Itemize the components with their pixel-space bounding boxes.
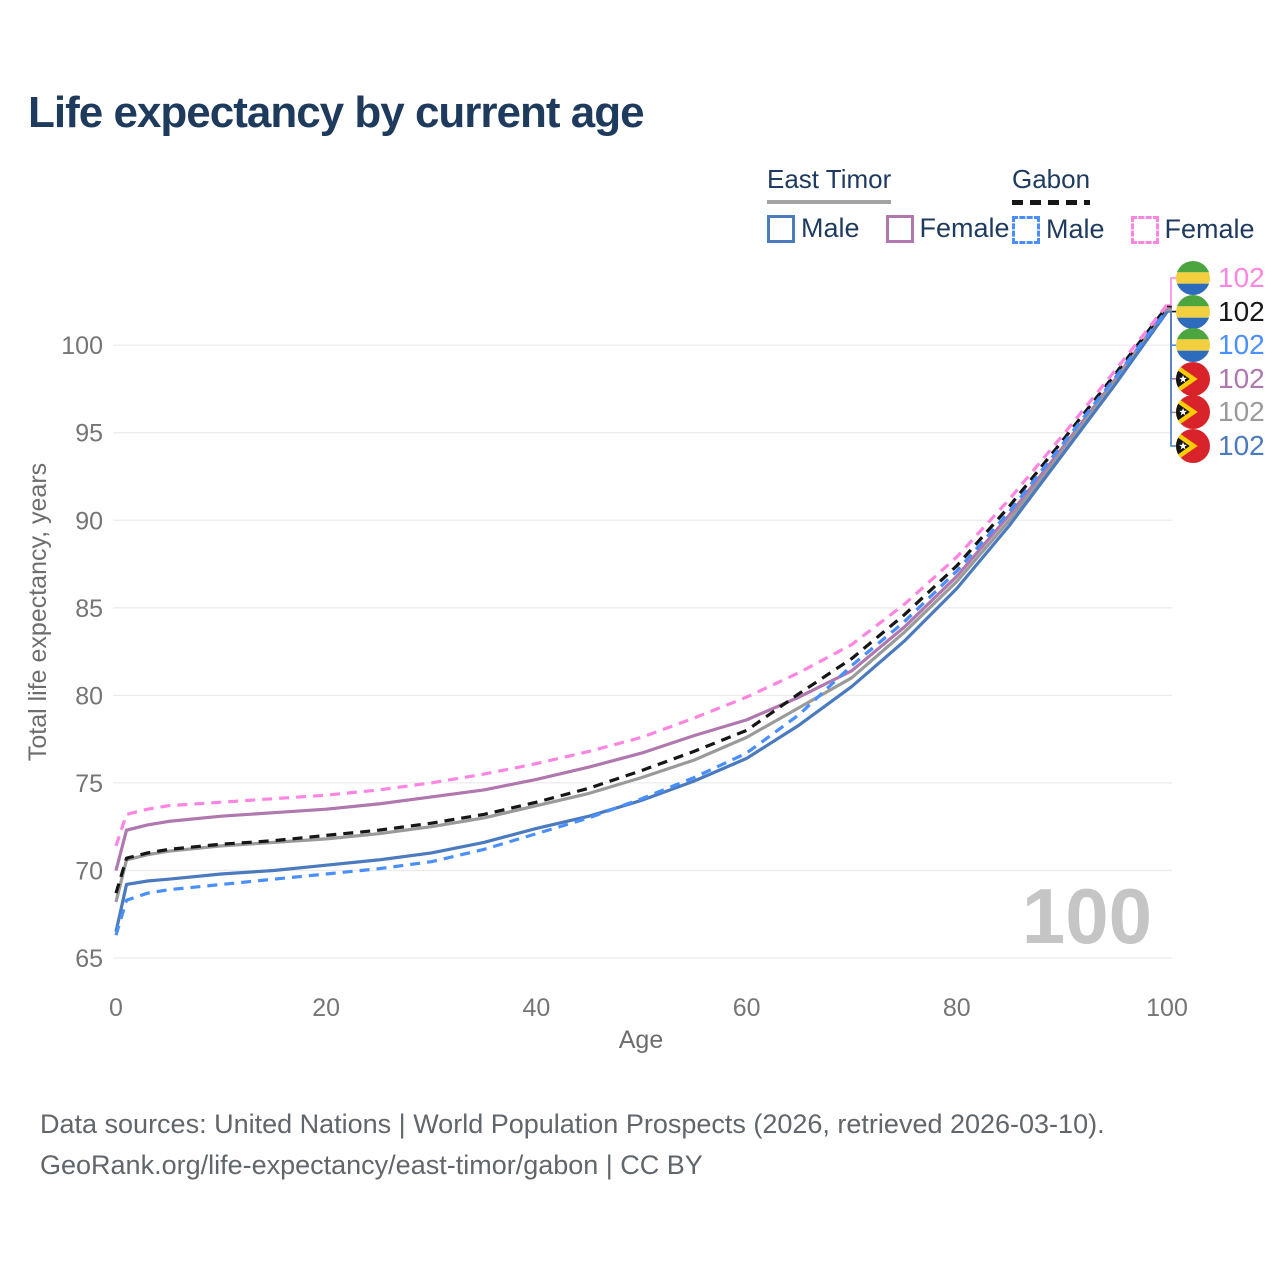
legend-item-gabon-female[interactable]: Female [1130, 214, 1255, 245]
east-timor-flag-icon [1176, 429, 1210, 463]
y-tick-label: 80 [75, 682, 103, 710]
series-line-et_male[interactable] [114, 310, 1169, 933]
gabon-male-swatch-icon [1012, 215, 1040, 244]
end-value: 102 [1218, 262, 1265, 293]
end-value: 102 [1218, 295, 1265, 327]
y-tick-label: 85 [75, 595, 103, 623]
gabon-flag-icon [1176, 328, 1210, 363]
y-tick-label: 65 [75, 945, 103, 973]
y-axis-title: Total life expectancy, years [24, 463, 52, 761]
series-line-et_female[interactable] [114, 307, 1169, 871]
age-watermark: 100 [1022, 872, 1152, 960]
east-timor-flag-icon [1176, 395, 1210, 430]
end-label-et_female[interactable]: 102 [1176, 361, 1265, 396]
y-tick-label: 70 [75, 857, 103, 885]
legend-item-label: Male [1046, 214, 1105, 244]
east-timor-flag-icon [1176, 361, 1210, 396]
x-tick-label: 80 [943, 994, 971, 1022]
y-tick-label: 100 [61, 332, 103, 360]
y-tick-label: 75 [75, 770, 103, 798]
end-label-connector [1167, 277, 1177, 306]
legend-item-east-timor-male[interactable]: Male [767, 213, 860, 244]
end-label-et_all[interactable]: 102 [1176, 395, 1265, 430]
x-axis-title: Age [619, 1026, 663, 1054]
end-label-connector [1167, 311, 1177, 447]
legend-item-label: Male [801, 213, 860, 243]
footer-line-1: Data sources: United Nations | World Pop… [40, 1109, 1105, 1139]
legend-item-gabon-male[interactable]: Male [1012, 214, 1105, 245]
legend-items-gabon: Male Female [1012, 214, 1255, 245]
legend-country-gabon[interactable]: Gabon [1012, 164, 1091, 205]
footer-line-2: GeoRank.org/life-expectancy/east-timor/g… [40, 1150, 703, 1180]
gabon-flag-icon [1176, 294, 1210, 329]
east-timor-male-swatch-icon [767, 214, 795, 243]
y-tick-label: 95 [75, 420, 103, 448]
legend-country-label: Gabon [1012, 164, 1091, 194]
end-label-et_male[interactable]: 102 [1176, 429, 1265, 463]
x-tick-label: 40 [522, 994, 550, 1022]
east-timor-solid-line-swatch-icon [767, 200, 892, 204]
end-label-ga_female[interactable]: 102 [1176, 261, 1265, 295]
gabon-flag-icon [1176, 261, 1210, 295]
x-tick-label: 0 [109, 994, 123, 1022]
x-tick-label: 60 [733, 994, 761, 1022]
legend-country-label: East Timor [767, 164, 892, 194]
series-line-ga_all[interactable] [114, 305, 1169, 894]
legend-group-east-timor: East Timor Male Female [767, 164, 1010, 244]
legend-group-gabon: Gabon Male Female [1012, 164, 1255, 245]
x-tick-label: 100 [1146, 994, 1188, 1022]
end-label-ga_all[interactable]: 102 [1176, 294, 1265, 329]
gabon-dashed-line-swatch-icon [1012, 200, 1091, 205]
legend-items-east-timor: Male Female [767, 213, 1010, 244]
legend-country-east-timor[interactable]: East Timor [767, 164, 892, 204]
end-value: 102 [1218, 396, 1265, 428]
end-value: 102 [1218, 430, 1265, 461]
series-line-ga_female[interactable] [114, 303, 1169, 847]
end-value: 102 [1218, 362, 1265, 394]
gabon-female-swatch-icon [1130, 215, 1159, 244]
x-tick-label: 20 [312, 994, 340, 1022]
data-source-footer: Data sources: United Nations | World Pop… [40, 1104, 1105, 1186]
end-label-ga_male[interactable]: 102 [1176, 328, 1265, 363]
legend-item-east-timor-female[interactable]: Female [885, 213, 1010, 244]
page-title: Life expectancy by current age [28, 88, 645, 137]
y-tick-label: 90 [75, 507, 103, 535]
series-line-et_all[interactable] [114, 309, 1169, 903]
east-timor-female-swatch-icon [885, 214, 914, 243]
legend-item-label: Female [919, 213, 1010, 243]
legend-item-label: Female [1164, 214, 1255, 244]
end-value: 102 [1218, 329, 1265, 361]
